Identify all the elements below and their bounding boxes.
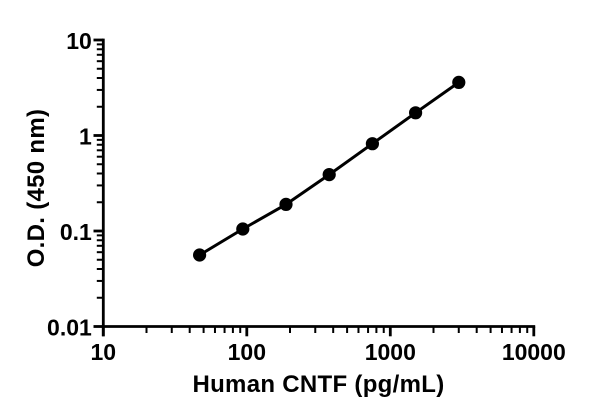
x-tick-label: 1000: [365, 339, 416, 365]
data-point: [279, 197, 293, 211]
y-axis-title: O.D. (450 nm): [23, 108, 50, 268]
data-point: [236, 222, 250, 236]
y-tick-label: 1: [79, 124, 92, 150]
data-point: [193, 248, 207, 262]
data-point: [452, 75, 466, 89]
data-point: [365, 137, 379, 151]
x-tick-label: 100: [228, 339, 266, 365]
data-point: [322, 168, 336, 182]
data-point: [409, 106, 423, 120]
x-tick-label: 10000: [502, 339, 566, 365]
y-tick-label: 0.1: [60, 219, 92, 245]
y-tick-label: 10: [66, 28, 92, 54]
x-tick-label: 10: [91, 339, 117, 365]
y-tick-label: 0.01: [47, 315, 92, 341]
x-axis-title: Human CNTF (pg/mL): [192, 371, 445, 398]
